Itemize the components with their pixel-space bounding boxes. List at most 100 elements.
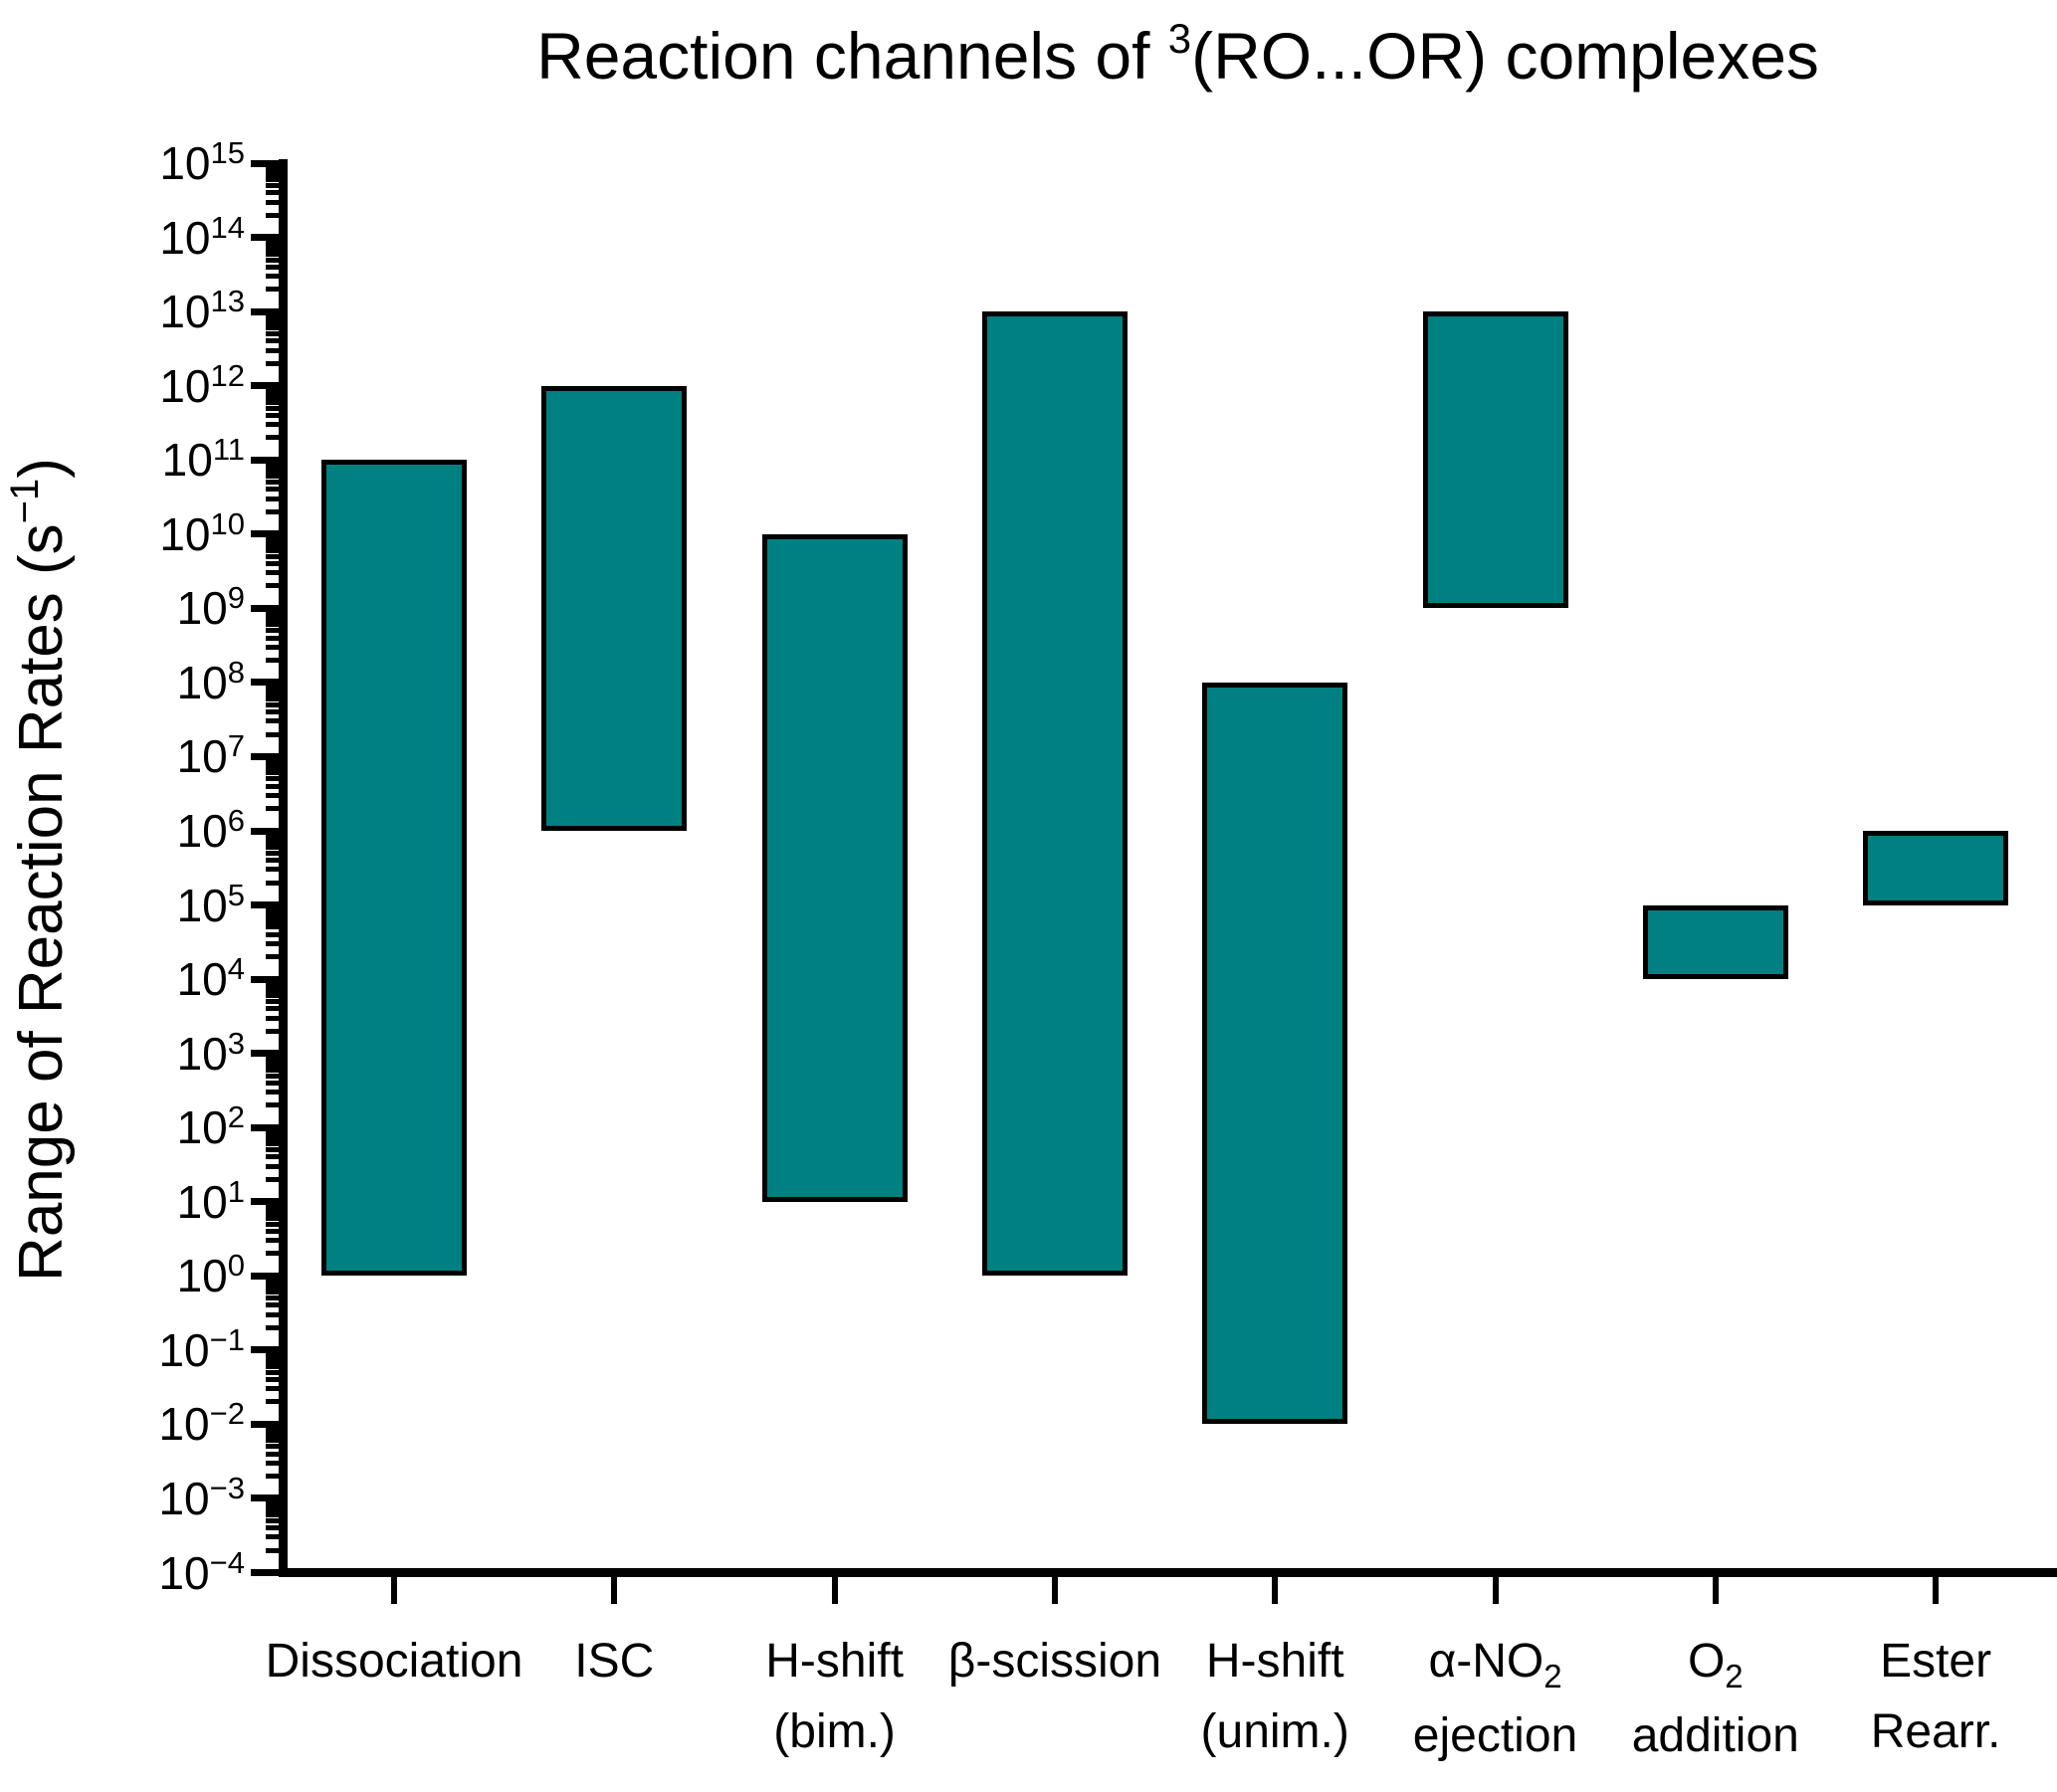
y-minor-tick — [266, 709, 288, 715]
mantissa: 10 — [176, 730, 228, 783]
chart-title: Reaction channels of 3(RO...OR) complexe… — [299, 8, 2057, 112]
y-minor-tick — [266, 320, 288, 326]
y-minor-tick — [266, 999, 288, 1005]
y-minor-tick — [266, 913, 288, 919]
bar-h-shift-bim — [761, 533, 908, 1202]
y-tick-label: 101 — [176, 1173, 245, 1235]
superscript: 3 — [1167, 15, 1192, 62]
y-minor-tick — [266, 1202, 288, 1208]
y-minor-tick — [266, 1128, 288, 1134]
y-tick-label: 10−4 — [158, 1545, 245, 1606]
x-category-label-scission: β-scission — [886, 1626, 1224, 1696]
x-label-line: O2 — [1546, 1626, 1885, 1700]
y-minor-tick — [266, 1354, 288, 1360]
exponent: 1 — [227, 1173, 245, 1209]
y-minor-tick — [266, 622, 288, 628]
mantissa: 10 — [176, 1027, 228, 1080]
mantissa: 10 — [158, 1472, 210, 1524]
y-tick-label: 1013 — [159, 284, 245, 344]
text-segment: (RO...OR) complexes — [1191, 19, 1819, 93]
y-major-tick — [251, 382, 288, 390]
y-minor-tick — [266, 172, 288, 178]
y-tick-label: 103 — [176, 1026, 245, 1087]
subscript: 2 — [1725, 1658, 1744, 1694]
y-major-tick — [251, 1494, 288, 1502]
y-minor-tick — [266, 644, 288, 650]
y-minor-tick — [266, 1163, 288, 1169]
y-minor-tick — [266, 464, 288, 470]
y-minor-tick — [266, 931, 288, 937]
y-minor-tick — [266, 1525, 288, 1531]
y-minor-tick — [266, 238, 288, 244]
bar-o-addition — [1642, 904, 1788, 980]
y-minor-tick — [266, 199, 288, 205]
x-tick — [391, 1577, 397, 1604]
y-minor-tick — [266, 469, 288, 475]
exponent: 4 — [227, 951, 245, 987]
y-major-tick — [251, 1123, 288, 1131]
y-minor-tick — [266, 274, 288, 280]
text-segment: O — [1687, 1635, 1726, 1688]
y-minor-tick — [266, 1228, 288, 1234]
y-minor-tick — [266, 487, 288, 493]
bar-ester-rearr — [1863, 831, 2009, 905]
y-minor-tick — [266, 1221, 288, 1227]
y-minor-tick — [266, 1073, 288, 1079]
y-minor-tick — [266, 918, 288, 924]
y-minor-tick — [266, 331, 288, 337]
y-minor-tick — [266, 1451, 288, 1457]
mantissa: 10 — [176, 1101, 228, 1154]
y-minor-tick — [266, 850, 288, 856]
exponent: 8 — [227, 654, 245, 690]
y-minor-tick — [266, 993, 288, 999]
y-minor-tick — [266, 1215, 288, 1221]
y-minor-tick — [266, 617, 288, 623]
mantissa: 10 — [158, 1398, 210, 1451]
y-minor-tick — [266, 1547, 288, 1553]
y-major-tick — [251, 1198, 288, 1206]
y-minor-tick — [266, 1506, 288, 1512]
x-category-label-h-shift-bim: H-shift (bim.) — [666, 1626, 1004, 1767]
y-minor-tick — [266, 1290, 288, 1295]
y-minor-tick — [266, 1377, 288, 1383]
mantissa: 10 — [159, 137, 211, 190]
y-minor-tick — [266, 792, 288, 798]
mantissa: 10 — [176, 1175, 228, 1228]
y-minor-tick — [266, 583, 288, 589]
y-minor-tick — [266, 1154, 288, 1160]
y-minor-tick — [266, 1511, 288, 1517]
exponent: 15 — [210, 135, 245, 171]
exponent: 14 — [210, 209, 245, 245]
exponent: 9 — [227, 580, 245, 616]
text-segment: α-NO — [1428, 1635, 1544, 1688]
mantissa: 10 — [176, 953, 228, 1006]
y-minor-tick — [266, 386, 288, 392]
mantissa: 10 — [176, 805, 228, 857]
y-tick-label: 10−2 — [158, 1396, 245, 1457]
bar-isc — [541, 385, 688, 831]
y-minor-tick — [266, 1058, 288, 1064]
text-segment: ISC — [574, 1635, 655, 1688]
x-tick — [831, 1577, 838, 1604]
x-label-line: ISC — [445, 1626, 783, 1696]
mantissa: 10 — [159, 359, 211, 412]
y-tick-label: 106 — [176, 803, 245, 864]
y-minor-tick — [266, 806, 288, 812]
y-minor-tick — [266, 845, 288, 851]
y-minor-tick — [266, 1502, 288, 1508]
y-minor-tick — [266, 941, 288, 947]
y-major-tick — [251, 1569, 288, 1576]
text-segment: (bim.) — [773, 1705, 896, 1758]
y-tick-label: 107 — [176, 728, 245, 789]
bar-scission — [981, 311, 1128, 1277]
y-minor-tick — [266, 776, 288, 782]
y-minor-tick — [266, 835, 288, 841]
y-minor-tick — [266, 1460, 288, 1466]
y-minor-tick — [266, 1067, 288, 1073]
y-minor-tick — [266, 360, 288, 366]
y-minor-tick — [266, 909, 288, 915]
y-minor-tick — [266, 1498, 288, 1504]
y-tick-label: 10−3 — [158, 1471, 245, 1531]
y-minor-tick — [266, 761, 288, 767]
y-minor-tick — [266, 1238, 288, 1244]
